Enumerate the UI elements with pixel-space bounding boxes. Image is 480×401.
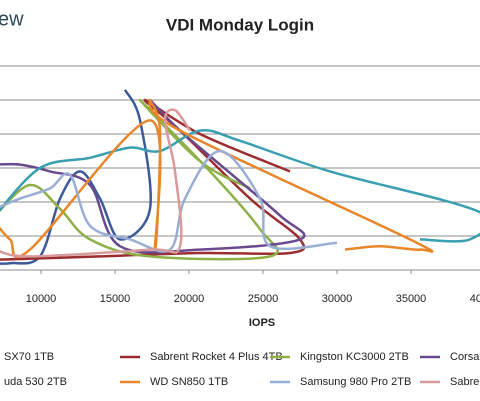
legend-label: SX70 1TB: [4, 351, 54, 363]
series-line: [0, 89, 152, 265]
legend-label: Samsung 980 Pro 2TB: [300, 376, 411, 388]
x-tick-label: 15000: [100, 293, 131, 305]
x-tick-label: 30000: [322, 293, 353, 305]
series-line: [0, 98, 434, 259]
legend-label: uda 530 2TB: [4, 376, 67, 388]
legend-label: WD SN850 1TB: [150, 376, 228, 388]
series-line: [0, 149, 338, 253]
x-tick-label: 20000: [174, 293, 205, 305]
x-tick-label: 10000: [26, 293, 57, 305]
legend-label: Sabren: [450, 376, 480, 388]
series-line: [0, 99, 306, 254]
x-tick-label: 25000: [248, 293, 279, 305]
series-line: [0, 129, 480, 243]
legend-label: Sabrent Rocket 4 Plus 4TB: [150, 351, 283, 363]
logo: ew: [0, 8, 24, 30]
x-tick-label: 40000: [470, 293, 480, 305]
series-line: [0, 98, 279, 261]
chart-title: VDI Monday Login: [166, 15, 314, 34]
legend-label: Corsair: [450, 351, 480, 363]
legend-label: Kingston KC3000 2TB: [300, 351, 409, 363]
x-axis-label: IOPS: [249, 317, 275, 329]
series-line: [0, 108, 192, 258]
x-tick-label: 35000: [396, 293, 427, 305]
